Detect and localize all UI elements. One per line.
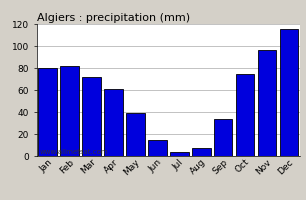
Bar bbox=[236, 73, 254, 156]
Bar bbox=[214, 119, 233, 156]
Bar bbox=[38, 68, 57, 156]
Bar bbox=[170, 152, 188, 156]
Bar bbox=[192, 148, 211, 156]
Text: www.allmetsat.com: www.allmetsat.com bbox=[39, 149, 108, 155]
Bar bbox=[258, 50, 276, 156]
Bar bbox=[148, 140, 167, 156]
Bar bbox=[104, 89, 123, 156]
Text: Algiers : precipitation (mm): Algiers : precipitation (mm) bbox=[37, 13, 190, 23]
Bar bbox=[82, 77, 101, 156]
Bar bbox=[60, 66, 79, 156]
Bar bbox=[280, 29, 298, 156]
Bar bbox=[126, 113, 145, 156]
